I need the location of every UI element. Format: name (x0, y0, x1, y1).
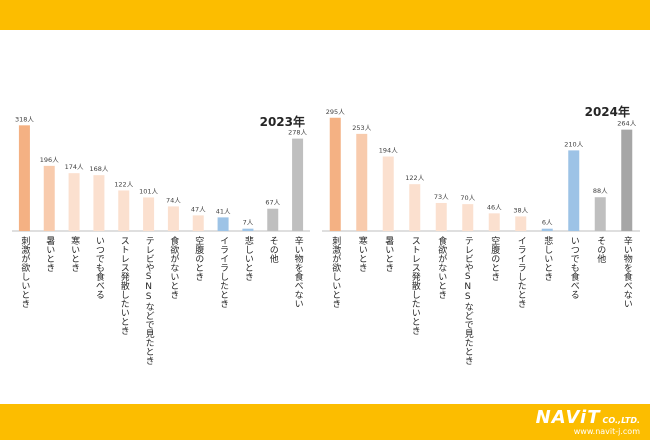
chart-0-value-label-0: 318人 (15, 115, 34, 123)
chart-0-bar-1 (43, 165, 55, 231)
chart-0-category-label-4: ストレス発散したいとき (119, 236, 130, 335)
logo-url: www.navit-j.com (573, 427, 640, 436)
chart-1-value-label-1: 253人 (352, 124, 371, 132)
chart-1-category-label-6: 空腹のとき (489, 235, 500, 281)
bottom-banner: NAViT CO.,LTD. www.navit-j.com (0, 404, 650, 440)
chart-1-title: 2024年 (585, 104, 630, 119)
chart-0-bar-5 (143, 197, 155, 231)
chart-0-value-label-2: 174人 (65, 163, 84, 171)
chart-0-value-label-1: 196人 (40, 156, 59, 164)
chart-1-category-label-10: その他 (595, 236, 606, 264)
chart-0-bar-4 (118, 190, 130, 231)
chart-1-value-label-6: 46人 (487, 203, 502, 211)
chart-1-value-label-5: 70人 (460, 194, 475, 202)
chart-1-category-label-9: いつでも食べる (569, 236, 580, 299)
chart-1-bar-2 (382, 156, 394, 231)
chart-0-bar-9 (242, 228, 254, 231)
logo-suffix: CO.,LTD. (602, 416, 640, 425)
chart-0-value-label-10: 67人 (265, 199, 280, 207)
chart-1-bar-4 (435, 202, 447, 231)
chart-1-category-label-4: 食欲がないとき (436, 235, 447, 299)
chart-0-value-label-4: 122人 (114, 180, 133, 188)
chart-0-value-label-8: 41人 (216, 207, 231, 215)
chart-1-bar-1 (356, 133, 368, 231)
chart-0-bar-8 (217, 217, 229, 231)
chart-0-category-label-1: 暑いとき (44, 236, 55, 272)
chart-1-bar-11 (621, 129, 633, 231)
chart-1-bar-5 (462, 204, 474, 231)
chart-0-bar-6 (167, 206, 179, 231)
chart-1-bar-9 (568, 150, 580, 231)
chart-1-bar-10 (594, 197, 606, 231)
chart-0-category-label-2: 寒いとき (69, 235, 80, 272)
chart-0-value-label-5: 101人 (139, 187, 158, 195)
chart-0-value-label-7: 47人 (191, 205, 206, 213)
chart-1-bar-8 (541, 228, 553, 231)
chart-1-bar-0 (329, 117, 341, 231)
chart-0-bar-7 (192, 215, 204, 231)
chart-1-category-label-11: 辛い物を食べない (622, 235, 633, 308)
chart-1-bar-7 (515, 216, 527, 231)
chart-1-category-label-2: 暑いとき (383, 236, 394, 272)
chart-1-category-label-5: テレビやSNSなどで見たとき (463, 236, 474, 365)
chart-1-value-label-0: 295人 (326, 108, 345, 116)
chart-0-category-label-7: 空腹のとき (193, 235, 204, 281)
chart-1-category-label-0: 刺激が欲しいとき (330, 236, 341, 308)
chart-0-value-label-9: 7人 (243, 219, 254, 227)
chart-1-value-label-9: 210人 (564, 140, 583, 148)
chart-1-category-label-8: 悲しいとき (542, 235, 553, 281)
chart-1-value-label-2: 194人 (379, 147, 398, 155)
chart-1-category-label-1: 寒いとき (357, 235, 368, 272)
top-banner (0, 0, 650, 30)
chart-0-category-label-6: 食欲がないとき (168, 235, 179, 299)
chart-1-bar-6 (488, 213, 500, 231)
company-logo: NAViT CO.,LTD. www.navit-j.com (536, 408, 640, 437)
chart-1-value-label-7: 38人 (513, 206, 528, 214)
chart-0-category-label-5: テレビやSNSなどで見たとき (144, 236, 155, 365)
chart-0-category-label-8: イライラしたとき (218, 236, 229, 308)
chart-0-category-label-9: 悲しいとき (243, 235, 254, 281)
chart-0-category-label-3: いつでも食べる (94, 236, 105, 299)
chart-0-bar-11 (292, 138, 304, 231)
chart-1-value-label-4: 73人 (434, 193, 449, 201)
chart-0-value-label-6: 74人 (166, 196, 181, 204)
chart-1-value-label-10: 88人 (593, 187, 608, 195)
chart-0-category-label-10: その他 (268, 236, 279, 264)
chart-0-category-label-0: 刺激が欲しいとき (19, 236, 30, 308)
chart-1-category-label-7: イライラしたとき (516, 236, 527, 308)
chart-0-bar-0 (18, 125, 30, 231)
chart-0-title: 2023年 (260, 114, 305, 129)
chart-1-bar-3 (409, 184, 421, 231)
chart-0-bar-10 (267, 208, 279, 231)
logo-brand: NAViT (535, 407, 601, 428)
chart-0-value-label-11: 278人 (288, 129, 307, 137)
chart-1-value-label-11: 264人 (617, 120, 636, 128)
chart-0-category-label-11: 辛い物を食べない (293, 235, 304, 308)
chart-1-category-label-3: ストレス発散したいとき (410, 236, 421, 335)
chart-0-value-label-3: 168人 (89, 165, 108, 173)
chart-0-bar-2 (68, 173, 80, 231)
chart-1-value-label-3: 122人 (405, 174, 424, 182)
chart-1-value-label-8: 6人 (542, 219, 553, 227)
chart-0-bar-3 (93, 175, 105, 231)
